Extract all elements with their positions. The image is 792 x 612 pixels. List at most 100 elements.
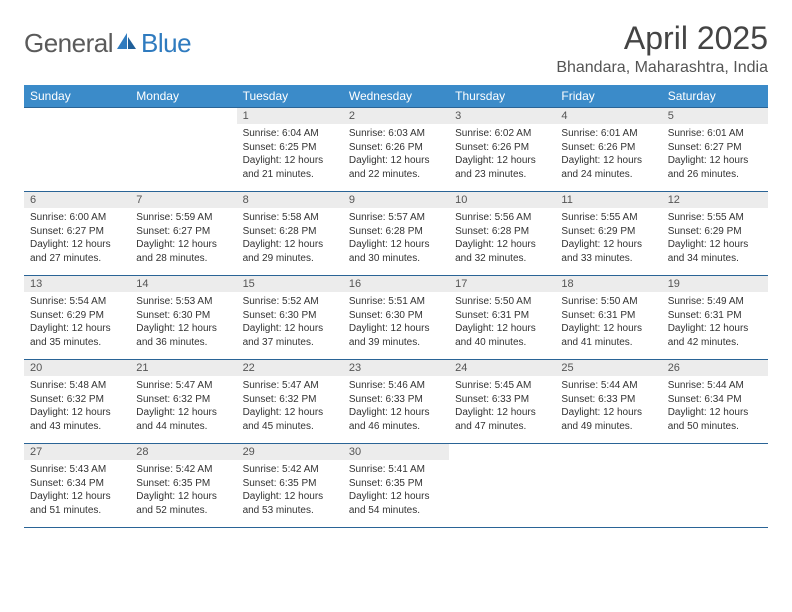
calendar-cell: 19Sunrise: 5:49 AMSunset: 6:31 PMDayligh… <box>662 276 768 360</box>
sunset-text: Sunset: 6:27 PM <box>30 225 124 239</box>
calendar-cell: 26Sunrise: 5:44 AMSunset: 6:34 PMDayligh… <box>662 360 768 444</box>
daylight-text: Daylight: 12 hours and 24 minutes. <box>561 154 655 181</box>
daylight-text: Daylight: 12 hours and 30 minutes. <box>349 238 443 265</box>
location-subtitle: Bhandara, Maharashtra, India <box>556 59 768 77</box>
daylight-text: Daylight: 12 hours and 53 minutes. <box>243 490 337 517</box>
calendar-cell: 22Sunrise: 5:47 AMSunset: 6:32 PMDayligh… <box>237 360 343 444</box>
day-header: Tuesday <box>237 85 343 108</box>
day-header: Friday <box>555 85 661 108</box>
day-details: Sunrise: 5:44 AMSunset: 6:34 PMDaylight:… <box>662 376 768 437</box>
day-details: Sunrise: 5:46 AMSunset: 6:33 PMDaylight:… <box>343 376 449 437</box>
daylight-text: Daylight: 12 hours and 47 minutes. <box>455 406 549 433</box>
calendar-cell: 1Sunrise: 6:04 AMSunset: 6:25 PMDaylight… <box>237 108 343 192</box>
daylight-text: Daylight: 12 hours and 49 minutes. <box>561 406 655 433</box>
title-block: April 2025 Bhandara, Maharashtra, India <box>556 20 768 77</box>
daylight-text: Daylight: 12 hours and 54 minutes. <box>349 490 443 517</box>
sunset-text: Sunset: 6:28 PM <box>243 225 337 239</box>
day-details: Sunrise: 5:47 AMSunset: 6:32 PMDaylight:… <box>237 376 343 437</box>
day-number: 30 <box>343 444 449 460</box>
sunset-text: Sunset: 6:26 PM <box>455 141 549 155</box>
day-number: 28 <box>130 444 236 460</box>
day-number: 17 <box>449 276 555 292</box>
daylight-text: Daylight: 12 hours and 27 minutes. <box>30 238 124 265</box>
sunset-text: Sunset: 6:32 PM <box>243 393 337 407</box>
day-number: 18 <box>555 276 661 292</box>
calendar-cell: 23Sunrise: 5:46 AMSunset: 6:33 PMDayligh… <box>343 360 449 444</box>
sunrise-text: Sunrise: 5:56 AM <box>455 211 549 225</box>
sunrise-text: Sunrise: 5:47 AM <box>243 379 337 393</box>
sunrise-text: Sunrise: 5:45 AM <box>455 379 549 393</box>
sunrise-text: Sunrise: 5:59 AM <box>136 211 230 225</box>
calendar-body: 1Sunrise: 6:04 AMSunset: 6:25 PMDaylight… <box>24 108 768 528</box>
daylight-text: Daylight: 12 hours and 29 minutes. <box>243 238 337 265</box>
sunrise-text: Sunrise: 6:02 AM <box>455 127 549 141</box>
sunset-text: Sunset: 6:32 PM <box>30 393 124 407</box>
calendar-cell: 24Sunrise: 5:45 AMSunset: 6:33 PMDayligh… <box>449 360 555 444</box>
sunrise-text: Sunrise: 5:48 AM <box>30 379 124 393</box>
daylight-text: Daylight: 12 hours and 51 minutes. <box>30 490 124 517</box>
daylight-text: Daylight: 12 hours and 23 minutes. <box>455 154 549 181</box>
calendar-cell <box>662 444 768 528</box>
sunrise-text: Sunrise: 5:51 AM <box>349 295 443 309</box>
day-details: Sunrise: 5:52 AMSunset: 6:30 PMDaylight:… <box>237 292 343 353</box>
day-details: Sunrise: 5:42 AMSunset: 6:35 PMDaylight:… <box>237 460 343 521</box>
day-details: Sunrise: 5:56 AMSunset: 6:28 PMDaylight:… <box>449 208 555 269</box>
brand-logo: General Blue <box>24 20 191 59</box>
day-details: Sunrise: 5:43 AMSunset: 6:34 PMDaylight:… <box>24 460 130 521</box>
day-number: 29 <box>237 444 343 460</box>
day-number: 11 <box>555 192 661 208</box>
daylight-text: Daylight: 12 hours and 41 minutes. <box>561 322 655 349</box>
calendar-week: 6Sunrise: 6:00 AMSunset: 6:27 PMDaylight… <box>24 192 768 276</box>
day-details: Sunrise: 5:58 AMSunset: 6:28 PMDaylight:… <box>237 208 343 269</box>
calendar-week: 1Sunrise: 6:04 AMSunset: 6:25 PMDaylight… <box>24 108 768 192</box>
calendar-cell <box>130 108 236 192</box>
day-details: Sunrise: 6:01 AMSunset: 6:26 PMDaylight:… <box>555 124 661 185</box>
sunrise-text: Sunrise: 5:44 AM <box>561 379 655 393</box>
day-details: Sunrise: 6:04 AMSunset: 6:25 PMDaylight:… <box>237 124 343 185</box>
day-header: Saturday <box>662 85 768 108</box>
day-number: 26 <box>662 360 768 376</box>
sunset-text: Sunset: 6:29 PM <box>561 225 655 239</box>
sunset-text: Sunset: 6:31 PM <box>668 309 762 323</box>
sunrise-text: Sunrise: 6:04 AM <box>243 127 337 141</box>
sunrise-text: Sunrise: 5:41 AM <box>349 463 443 477</box>
calendar-header-row: SundayMondayTuesdayWednesdayThursdayFrid… <box>24 85 768 108</box>
day-details: Sunrise: 6:00 AMSunset: 6:27 PMDaylight:… <box>24 208 130 269</box>
sunrise-text: Sunrise: 5:55 AM <box>561 211 655 225</box>
day-details: Sunrise: 5:41 AMSunset: 6:35 PMDaylight:… <box>343 460 449 521</box>
sunrise-text: Sunrise: 5:42 AM <box>243 463 337 477</box>
sunset-text: Sunset: 6:33 PM <box>561 393 655 407</box>
daylight-text: Daylight: 12 hours and 43 minutes. <box>30 406 124 433</box>
sunrise-text: Sunrise: 5:57 AM <box>349 211 443 225</box>
day-details: Sunrise: 5:54 AMSunset: 6:29 PMDaylight:… <box>24 292 130 353</box>
day-details: Sunrise: 5:50 AMSunset: 6:31 PMDaylight:… <box>555 292 661 353</box>
calendar-cell: 18Sunrise: 5:50 AMSunset: 6:31 PMDayligh… <box>555 276 661 360</box>
calendar-cell: 17Sunrise: 5:50 AMSunset: 6:31 PMDayligh… <box>449 276 555 360</box>
sunset-text: Sunset: 6:30 PM <box>349 309 443 323</box>
day-number: 1 <box>237 108 343 124</box>
day-header: Monday <box>130 85 236 108</box>
sunrise-text: Sunrise: 5:46 AM <box>349 379 443 393</box>
calendar-cell: 25Sunrise: 5:44 AMSunset: 6:33 PMDayligh… <box>555 360 661 444</box>
sunset-text: Sunset: 6:31 PM <box>561 309 655 323</box>
sunrise-text: Sunrise: 5:44 AM <box>668 379 762 393</box>
sunrise-text: Sunrise: 5:47 AM <box>136 379 230 393</box>
sunrise-text: Sunrise: 5:43 AM <box>30 463 124 477</box>
calendar-cell: 29Sunrise: 5:42 AMSunset: 6:35 PMDayligh… <box>237 444 343 528</box>
sunset-text: Sunset: 6:32 PM <box>136 393 230 407</box>
day-details: Sunrise: 6:01 AMSunset: 6:27 PMDaylight:… <box>662 124 768 185</box>
daylight-text: Daylight: 12 hours and 36 minutes. <box>136 322 230 349</box>
sunrise-text: Sunrise: 5:55 AM <box>668 211 762 225</box>
sunset-text: Sunset: 6:28 PM <box>455 225 549 239</box>
day-header: Sunday <box>24 85 130 108</box>
day-number: 24 <box>449 360 555 376</box>
day-number: 9 <box>343 192 449 208</box>
daylight-text: Daylight: 12 hours and 35 minutes. <box>30 322 124 349</box>
sunset-text: Sunset: 6:29 PM <box>668 225 762 239</box>
daylight-text: Daylight: 12 hours and 33 minutes. <box>561 238 655 265</box>
day-number: 5 <box>662 108 768 124</box>
daylight-text: Daylight: 12 hours and 28 minutes. <box>136 238 230 265</box>
daylight-text: Daylight: 12 hours and 34 minutes. <box>668 238 762 265</box>
calendar-cell: 16Sunrise: 5:51 AMSunset: 6:30 PMDayligh… <box>343 276 449 360</box>
calendar-cell: 8Sunrise: 5:58 AMSunset: 6:28 PMDaylight… <box>237 192 343 276</box>
